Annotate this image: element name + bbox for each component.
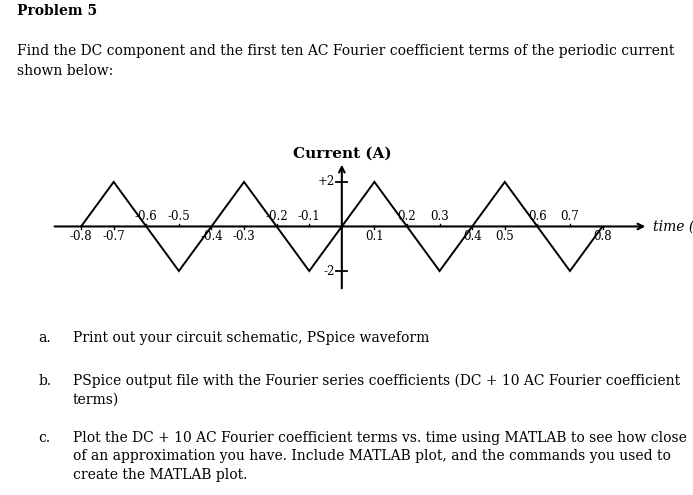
Text: -0.2: -0.2 [265,210,288,223]
Text: PSpice output file with the Fourier series coefficients (DC + 10 AC Fourier coef: PSpice output file with the Fourier seri… [73,374,680,406]
Text: 0.6: 0.6 [528,210,547,223]
Text: -0.1: -0.1 [298,210,321,223]
Text: -0.7: -0.7 [103,230,125,243]
Text: +2: +2 [317,175,335,189]
Text: 0.3: 0.3 [430,210,449,223]
Text: Plot the DC + 10 AC Fourier coefficient terms vs. time using MATLAB to see how c: Plot the DC + 10 AC Fourier coefficient … [73,431,687,482]
Text: 0.4: 0.4 [463,230,482,243]
Text: -2: -2 [323,264,335,278]
Text: 0.7: 0.7 [561,210,579,223]
Text: -0.8: -0.8 [70,230,92,243]
Text: 0.5: 0.5 [495,230,514,243]
Text: -0.5: -0.5 [168,210,191,223]
Text: 0.8: 0.8 [593,230,612,243]
Text: Current (A): Current (A) [292,147,391,161]
Text: b.: b. [38,374,51,388]
Text: a.: a. [38,331,51,345]
Text: 0.2: 0.2 [398,210,416,223]
Text: Print out your circuit schematic, PSpice waveform: Print out your circuit schematic, PSpice… [73,331,429,345]
Text: -0.6: -0.6 [135,210,157,223]
Text: -0.4: -0.4 [200,230,223,243]
Text: Problem 5: Problem 5 [17,4,98,18]
Text: -0.3: -0.3 [233,230,256,243]
Text: c.: c. [38,431,50,445]
Text: Find the DC component and the first ten AC Fourier coefficient terms of the peri: Find the DC component and the first ten … [17,45,675,78]
Text: time (s): time (s) [653,220,693,234]
Text: 0.1: 0.1 [365,230,384,243]
